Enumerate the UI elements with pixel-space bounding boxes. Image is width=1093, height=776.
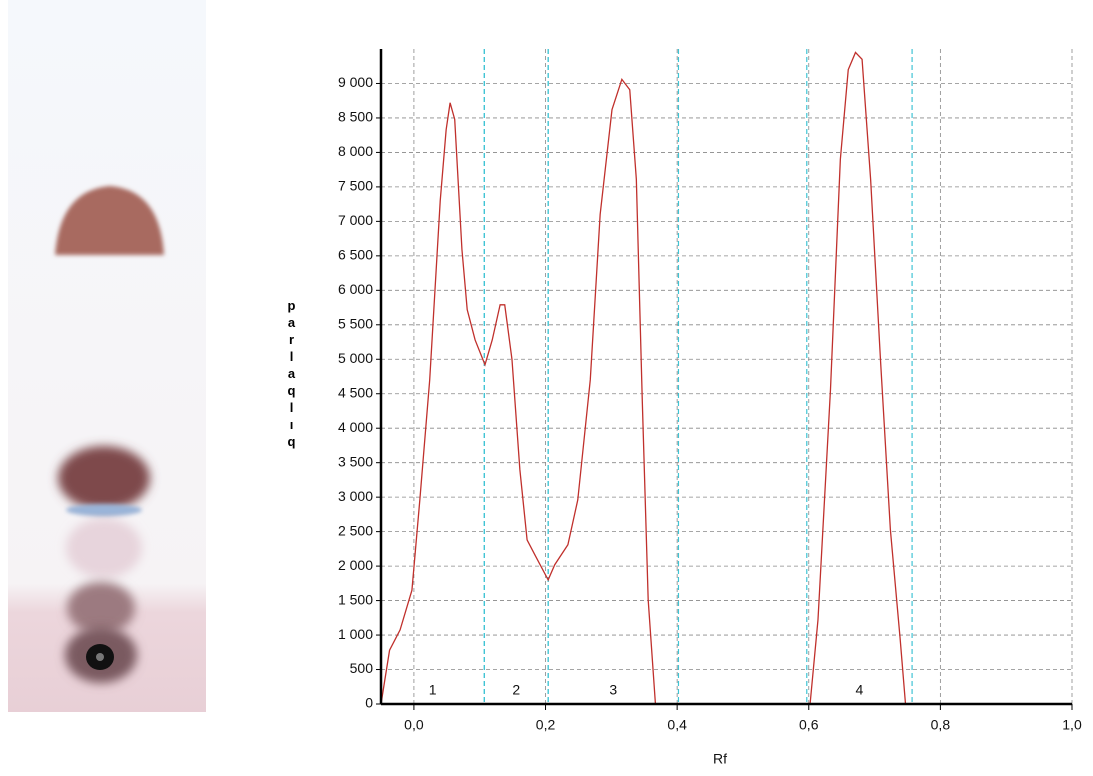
spot	[58, 446, 150, 510]
y-tick-label: 4 000	[338, 419, 373, 435]
x-tick-label: 1,0	[1062, 717, 1082, 733]
peak-label: 3	[609, 682, 617, 698]
y-tick-label: 7 000	[338, 212, 373, 228]
origin-spot	[96, 653, 104, 661]
x-tick-label: 0,4	[667, 717, 687, 733]
spot	[67, 582, 135, 634]
y-tick-label: 5 000	[338, 350, 373, 366]
y-axis-label: parlaqlıq	[284, 298, 299, 451]
y-tick-label: 7 500	[338, 178, 373, 194]
y-tick-label: 8 000	[338, 143, 373, 159]
y-tick-label: 8 500	[338, 109, 373, 125]
y-tick-label: 4 500	[338, 384, 373, 400]
spot	[55, 186, 164, 255]
spot	[66, 518, 142, 578]
y-tick-label: 0	[365, 695, 373, 711]
x-tick-label: 0,0	[404, 717, 424, 733]
tlc-plate-image	[8, 0, 206, 712]
y-tick-label: 3 000	[338, 488, 373, 504]
peak-label: 2	[512, 682, 520, 698]
y-tick-label: 9 000	[338, 74, 373, 90]
spot	[66, 504, 142, 516]
y-tick-label: 500	[350, 660, 374, 676]
x-tick-label: 0,2	[536, 717, 556, 733]
x-tick-label: 0,6	[799, 717, 819, 733]
x-axis-label: Rf	[713, 751, 727, 767]
y-tick-label: 3 500	[338, 453, 373, 469]
y-tick-label: 1 500	[338, 591, 373, 607]
y-tick-label: 5 500	[338, 315, 373, 331]
y-tick-label: 1 000	[338, 626, 373, 642]
peak-label: 1	[429, 682, 437, 698]
density-curve	[380, 51, 1072, 705]
x-tick-label: 0,8	[931, 717, 951, 733]
y-tick-label: 2 500	[338, 522, 373, 538]
y-tick-label: 6 500	[338, 247, 373, 263]
y-tick-label: 6 000	[338, 281, 373, 297]
peak-label: 4	[856, 682, 864, 698]
y-tick-label: 2 000	[338, 557, 373, 573]
